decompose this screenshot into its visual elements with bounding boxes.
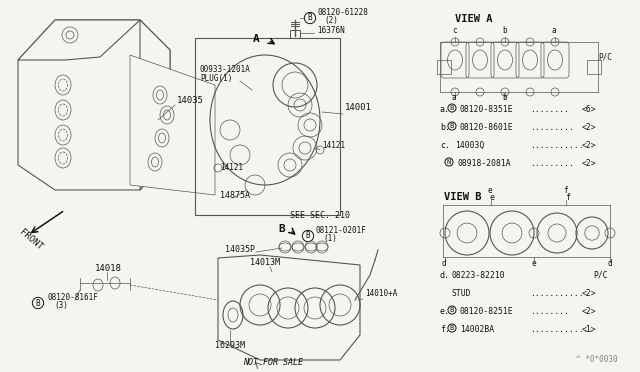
Text: 14001: 14001 <box>345 103 372 112</box>
Text: FRONT: FRONT <box>18 228 44 252</box>
Text: 00933-1201A: 00933-1201A <box>200 65 251 74</box>
Text: e: e <box>488 186 493 195</box>
Text: e: e <box>531 259 536 268</box>
Text: 08223-82210: 08223-82210 <box>452 271 506 280</box>
Text: B: B <box>36 298 40 308</box>
Text: .........: ......... <box>530 159 574 168</box>
Text: PLUG(1): PLUG(1) <box>200 74 232 83</box>
Text: VIEW A: VIEW A <box>455 14 493 24</box>
Text: d: d <box>607 259 612 268</box>
Text: 08120-61228: 08120-61228 <box>317 8 368 17</box>
Text: B: B <box>450 123 454 129</box>
Text: .............: ............. <box>530 325 593 334</box>
Text: ........: ........ <box>530 105 569 114</box>
Polygon shape <box>130 55 215 195</box>
Text: ...........: ........... <box>530 289 584 298</box>
Text: (3): (3) <box>54 301 68 310</box>
Text: 14013M: 14013M <box>250 258 280 267</box>
Text: <2>: <2> <box>582 289 596 298</box>
Text: 14010+A: 14010+A <box>365 289 397 298</box>
Text: 08120-8161F: 08120-8161F <box>47 293 98 302</box>
Text: <2>: <2> <box>582 141 596 150</box>
Text: N: N <box>447 159 451 165</box>
Text: 16376N: 16376N <box>317 26 345 35</box>
Text: ^ *0*0030: ^ *0*0030 <box>577 355 618 364</box>
Text: <2>: <2> <box>582 159 596 168</box>
Text: 08120-8251E: 08120-8251E <box>460 307 514 316</box>
Text: STUD: STUD <box>452 289 472 298</box>
Text: P/C: P/C <box>593 271 607 280</box>
Text: c.: c. <box>440 141 450 150</box>
Text: NOT FOR SALE: NOT FOR SALE <box>243 358 303 367</box>
Polygon shape <box>18 20 140 60</box>
Text: d.: d. <box>440 271 450 280</box>
Text: <1>: <1> <box>582 325 596 334</box>
Text: B: B <box>306 231 310 241</box>
Polygon shape <box>140 20 170 190</box>
Text: B: B <box>308 13 312 22</box>
Polygon shape <box>18 20 170 190</box>
Text: f: f <box>563 186 568 195</box>
Text: ........: ........ <box>530 307 569 316</box>
Text: <6>: <6> <box>582 105 596 114</box>
Text: B: B <box>278 224 285 234</box>
Text: 14121: 14121 <box>220 163 243 172</box>
Text: ...........: ........... <box>530 141 584 150</box>
Text: 14003Q: 14003Q <box>455 141 484 150</box>
Text: (2): (2) <box>324 16 338 25</box>
Text: 14875A: 14875A <box>220 191 250 200</box>
Polygon shape <box>218 255 360 360</box>
Text: a.: a. <box>440 105 450 114</box>
Text: c: c <box>452 26 456 35</box>
Text: 08121-0201F: 08121-0201F <box>316 226 367 235</box>
Bar <box>587 60 601 74</box>
Text: B: B <box>450 105 454 111</box>
Text: 08120-8601E: 08120-8601E <box>460 123 514 132</box>
Text: P/C: P/C <box>598 53 612 62</box>
Text: f.: f. <box>440 325 450 334</box>
Text: a: a <box>552 26 557 35</box>
Text: a: a <box>452 93 456 102</box>
Text: 14002BA: 14002BA <box>460 325 494 334</box>
Text: .........: ......... <box>530 123 574 132</box>
Bar <box>437 60 451 74</box>
Text: <2>: <2> <box>582 307 596 316</box>
Text: 16293M: 16293M <box>215 341 245 350</box>
Text: VIEW B: VIEW B <box>444 192 481 202</box>
Text: 08120-8351E: 08120-8351E <box>460 105 514 114</box>
Text: 14035P: 14035P <box>225 245 255 254</box>
Text: b: b <box>502 26 507 35</box>
Text: e.: e. <box>440 307 450 316</box>
Text: b: b <box>502 93 507 102</box>
Text: f: f <box>565 193 570 202</box>
Text: d: d <box>442 259 447 268</box>
Text: A: A <box>253 34 260 44</box>
Text: 08918-2081A: 08918-2081A <box>457 159 511 168</box>
Text: B: B <box>450 325 454 331</box>
Text: e: e <box>490 193 495 202</box>
Text: b.: b. <box>440 123 450 132</box>
Text: (1): (1) <box>323 234 337 243</box>
Text: 14018: 14018 <box>95 264 122 273</box>
Text: 14035: 14035 <box>177 96 204 105</box>
Text: <2>: <2> <box>582 123 596 132</box>
Bar <box>195 38 340 215</box>
Text: SEE SEC. 210: SEE SEC. 210 <box>290 211 350 220</box>
Text: B: B <box>450 307 454 313</box>
Text: 14121: 14121 <box>322 141 345 150</box>
